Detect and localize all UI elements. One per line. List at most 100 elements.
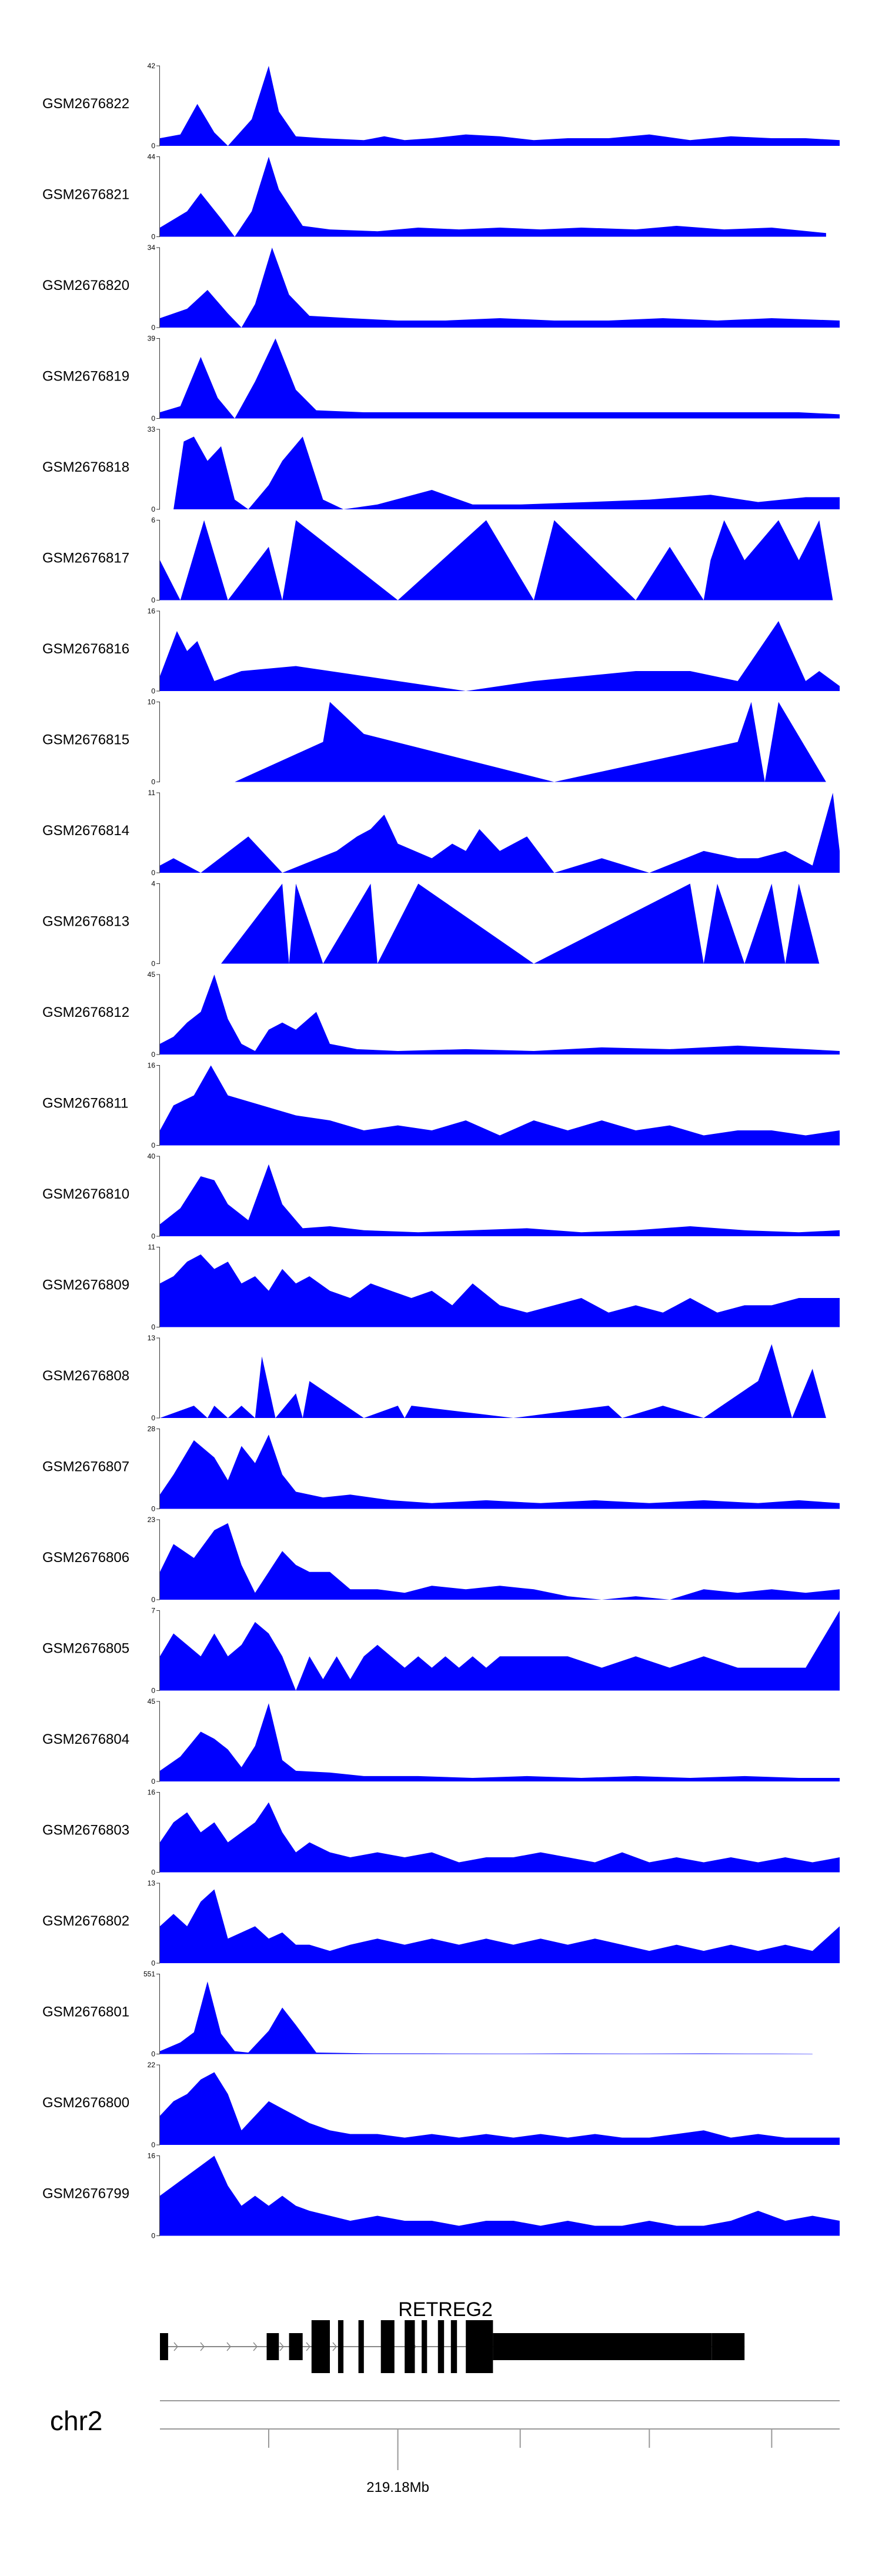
y-axis-zero-label: 0 (151, 1959, 155, 1967)
gene-exon (493, 2333, 712, 2360)
y-axis-zero-label: 0 (151, 960, 155, 968)
y-axis-max-label: 13 (148, 1334, 156, 1342)
y-axis-zero-label: 0 (151, 142, 155, 150)
strand-arrow (306, 2342, 310, 2351)
coverage-area (160, 1523, 840, 1600)
y-axis-max-label: 16 (148, 607, 156, 615)
gene-track: RETREG2 (160, 2298, 745, 2373)
y-axis-max-label: 7 (151, 1607, 155, 1615)
coverage-area (160, 156, 826, 237)
coverage-area (160, 793, 840, 873)
chromosome-label: chr2 (50, 2405, 102, 2436)
coverage-area (160, 1344, 826, 1418)
y-axis-max-label: 33 (148, 425, 156, 433)
track-GSM2676799: GSM2676799 16 0 (42, 2152, 840, 2240)
y-axis-max-label: 6 (151, 516, 155, 525)
track-label: GSM2676810 (42, 1186, 129, 1202)
coverage-area (160, 338, 840, 419)
strand-arrow (332, 2342, 337, 2351)
coverage-area (173, 436, 840, 509)
track-GSM2676806: GSM2676806 23 0 (42, 1516, 840, 1604)
y-axis-zero-label: 0 (151, 1050, 155, 1059)
coverage-area (160, 975, 840, 1055)
gene-exon (405, 2320, 415, 2373)
gene-exon (160, 2333, 168, 2360)
y-axis-max-label: 11 (148, 1243, 156, 1252)
track-label: GSM2676822 (42, 96, 129, 112)
track-label: GSM2676806 (42, 1550, 129, 1566)
gene-exon (358, 2320, 364, 2373)
track-label: GSM2676812 (42, 1005, 129, 1020)
track-label: GSM2676811 (42, 1096, 128, 1112)
track-GSM2676800: GSM2676800 22 0 (42, 2061, 840, 2149)
coverage-area (160, 1164, 840, 1236)
y-axis-zero-label: 0 (151, 1777, 155, 1786)
coverage-area (160, 520, 833, 600)
track-GSM2676816: GSM2676816 16 0 (42, 607, 840, 695)
y-axis-max-label: 10 (148, 698, 156, 706)
track-GSM2676818: GSM2676818 33 0 (42, 425, 840, 513)
coverage-area (160, 1254, 840, 1327)
y-axis-zero-label: 0 (151, 1687, 155, 1695)
track-GSM2676807: GSM2676807 28 0 (42, 1425, 840, 1513)
track-GSM2676802: GSM2676802 13 0 (42, 1879, 840, 1967)
strand-arrow (253, 2342, 258, 2351)
coverage-area (160, 2155, 840, 2236)
coverage-area (160, 621, 840, 691)
track-GSM2676820: GSM2676820 34 0 (42, 243, 840, 332)
y-axis-max-label: 44 (148, 153, 156, 161)
gene-exon (289, 2333, 303, 2360)
y-axis-max-label: 16 (148, 2152, 156, 2160)
y-axis-max-label: 22 (148, 2061, 156, 2069)
gene-name: RETREG2 (398, 2298, 493, 2321)
y-axis-zero-label: 0 (151, 505, 155, 513)
track-GSM2676815: GSM2676815 10 0 (42, 698, 826, 786)
coverage-area (160, 1610, 840, 1691)
coverage-area (160, 1802, 840, 1873)
track-GSM2676803: GSM2676803 16 0 (42, 1788, 840, 1877)
y-axis-zero-label: 0 (151, 2141, 155, 2149)
track-label: GSM2676820 (42, 278, 129, 293)
track-label: GSM2676808 (42, 1368, 129, 1384)
track-GSM2676817: GSM2676817 6 0 (42, 516, 833, 605)
track-label: GSM2676821 (42, 187, 129, 203)
y-axis-zero-label: 0 (151, 1868, 155, 1877)
track-label: GSM2676819 (42, 369, 129, 385)
track-GSM2676811: GSM2676811 16 0 (42, 1062, 840, 1150)
track-GSM2676819: GSM2676819 39 0 (42, 335, 840, 423)
y-axis-zero-label: 0 (151, 1414, 155, 1422)
genomic-axis: chr2 219.18Mb (50, 2400, 840, 2495)
coverage-area (160, 1981, 813, 2054)
track-GSM2676821: GSM2676821 44 0 (42, 153, 826, 241)
y-axis-zero-label: 0 (151, 596, 155, 605)
y-axis-max-label: 16 (148, 1062, 156, 1070)
coverage-area (160, 1703, 840, 1781)
gene-exon (266, 2333, 279, 2360)
y-axis-zero-label: 0 (151, 2050, 155, 2058)
y-axis-zero-label: 0 (151, 687, 155, 695)
y-axis-max-label: 42 (148, 62, 156, 70)
track-label: GSM2676801 (42, 2004, 129, 2020)
y-axis-max-label: 39 (148, 335, 156, 343)
y-axis-max-label: 551 (143, 1970, 155, 1978)
gene-exon (311, 2320, 330, 2373)
track-GSM2676808: GSM2676808 13 0 (42, 1334, 826, 1422)
coverage-area (160, 1065, 840, 1146)
track-label: GSM2676817 (42, 550, 129, 566)
coverage-area (160, 1434, 840, 1509)
track-label: GSM2676800 (42, 2095, 129, 2111)
y-axis-zero-label: 0 (151, 1142, 155, 1150)
track-label: GSM2676815 (42, 732, 129, 748)
y-axis-zero-label: 0 (151, 1232, 155, 1240)
gene-exon (422, 2320, 427, 2373)
strand-arrow (173, 2342, 178, 2351)
y-axis-max-label: 45 (148, 970, 156, 979)
coverage-area (160, 66, 840, 146)
y-axis-zero-label: 0 (151, 415, 155, 423)
track-label: GSM2676807 (42, 1459, 129, 1475)
y-axis-max-label: 40 (148, 1152, 156, 1160)
y-axis-zero-label: 0 (151, 1323, 155, 1332)
track-label: GSM2676805 (42, 1641, 129, 1657)
strand-arrow (279, 2342, 284, 2351)
